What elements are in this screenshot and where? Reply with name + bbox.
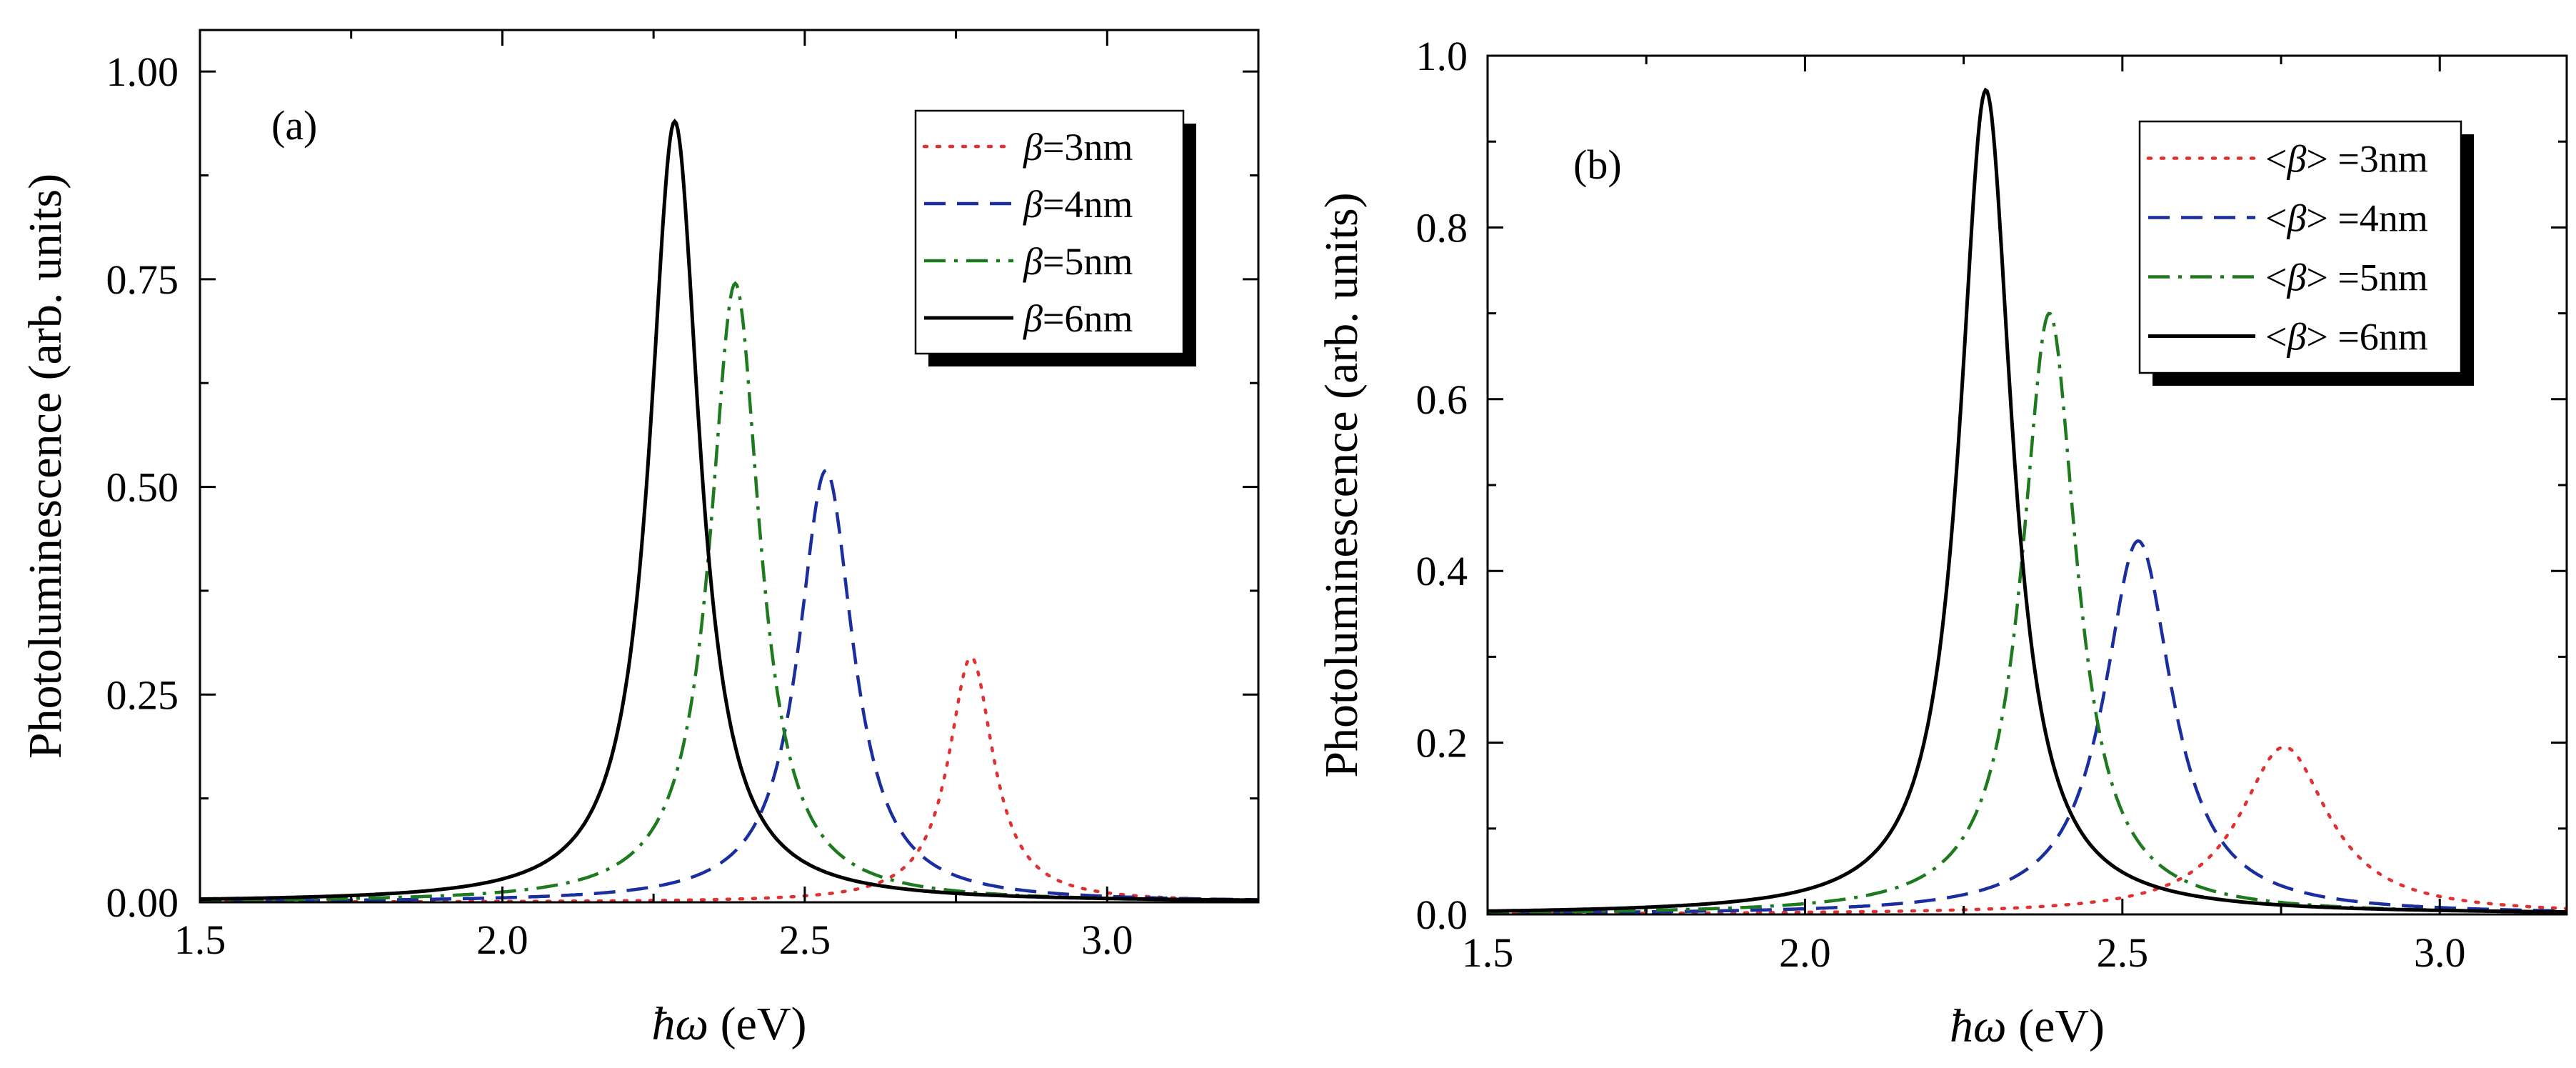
legend-label: <β> =5nm (2265, 256, 2428, 299)
y-tick-label: 0.25 (106, 672, 179, 718)
x-tick-label: 1.5 (1462, 929, 1514, 976)
panel-label: (b) (1573, 141, 1622, 188)
legend: <β> =3nm <β> =4nm <β> =5nm <β> =6nm (2138, 120, 2474, 386)
legend-label: <β> =4nm (2265, 197, 2428, 240)
panel-label: (a) (271, 102, 317, 149)
y-tick-label: 0.8 (1416, 204, 1468, 251)
y-tick-label: 0.0 (1416, 892, 1468, 938)
y-tick-label: 0.6 (1416, 376, 1468, 423)
x-axis-label: ħω (eV) (651, 998, 806, 1050)
y-tick-label: 0.2 (1416, 720, 1468, 767)
y-tick-label: 0.50 (106, 464, 179, 511)
series-line-1 (200, 468, 1258, 902)
y-tick-label: 1.0 (1416, 33, 1468, 79)
series-line-2 (1488, 311, 2567, 914)
legend-label: β=6nm (1023, 297, 1133, 340)
series-line-0 (1488, 745, 2567, 914)
series-line-2 (200, 281, 1258, 902)
x-tick-label: 2.5 (2097, 929, 2149, 976)
x-axis-label: ħω (eV) (1950, 1000, 2105, 1052)
series-line-0 (200, 655, 1258, 902)
x-tick-label: 2.0 (1779, 929, 1831, 976)
y-tick-label: 0.75 (106, 256, 179, 303)
x-tick-label: 2.5 (779, 917, 831, 963)
y-tick-label: 0.00 (106, 879, 179, 926)
y-axis-label: Photoluminescence (arb. units) (19, 174, 71, 759)
x-tick-label: 3.0 (1081, 917, 1133, 963)
legend-label: <β> =3nm (2265, 138, 2428, 181)
x-tick-label: 3.0 (2414, 929, 2466, 976)
x-tick-label: 2.0 (476, 917, 528, 963)
series-curves (1488, 87, 2567, 914)
x-tick-label: 1.5 (174, 917, 226, 963)
legend-label: β=4nm (1023, 183, 1133, 226)
panel-b: 1.5 2.0 2.5 3.0 0.0 0.2 0.4 0.6 0.8 1.0 ħω (eV) Pho… (1315, 33, 2568, 1052)
legend: β=3nm β=4nm β=5nm β=6nm (914, 109, 1196, 366)
legend-label: β=5nm (1023, 240, 1133, 283)
legend-label: <β> =6nm (2265, 316, 2428, 359)
panel-a: 1.5 2.0 2.5 3.0 0.00 0.25 0.50 0.75 1.00 ħω (eV) P… (19, 29, 1260, 1050)
legend-box (2138, 120, 2462, 374)
series-curves (200, 118, 1258, 902)
series-line-1 (1488, 539, 2567, 914)
legend-label: β=3nm (1023, 126, 1133, 169)
y-tick-label: 1.00 (106, 49, 179, 95)
y-tick-label: 0.4 (1416, 548, 1468, 594)
series-line-3 (200, 118, 1258, 902)
legend-box (914, 109, 1185, 355)
plot-frame (199, 29, 1260, 904)
series-line-3 (1488, 87, 2567, 914)
y-axis-label: Photoluminescence (arb. units) (1315, 192, 1368, 777)
